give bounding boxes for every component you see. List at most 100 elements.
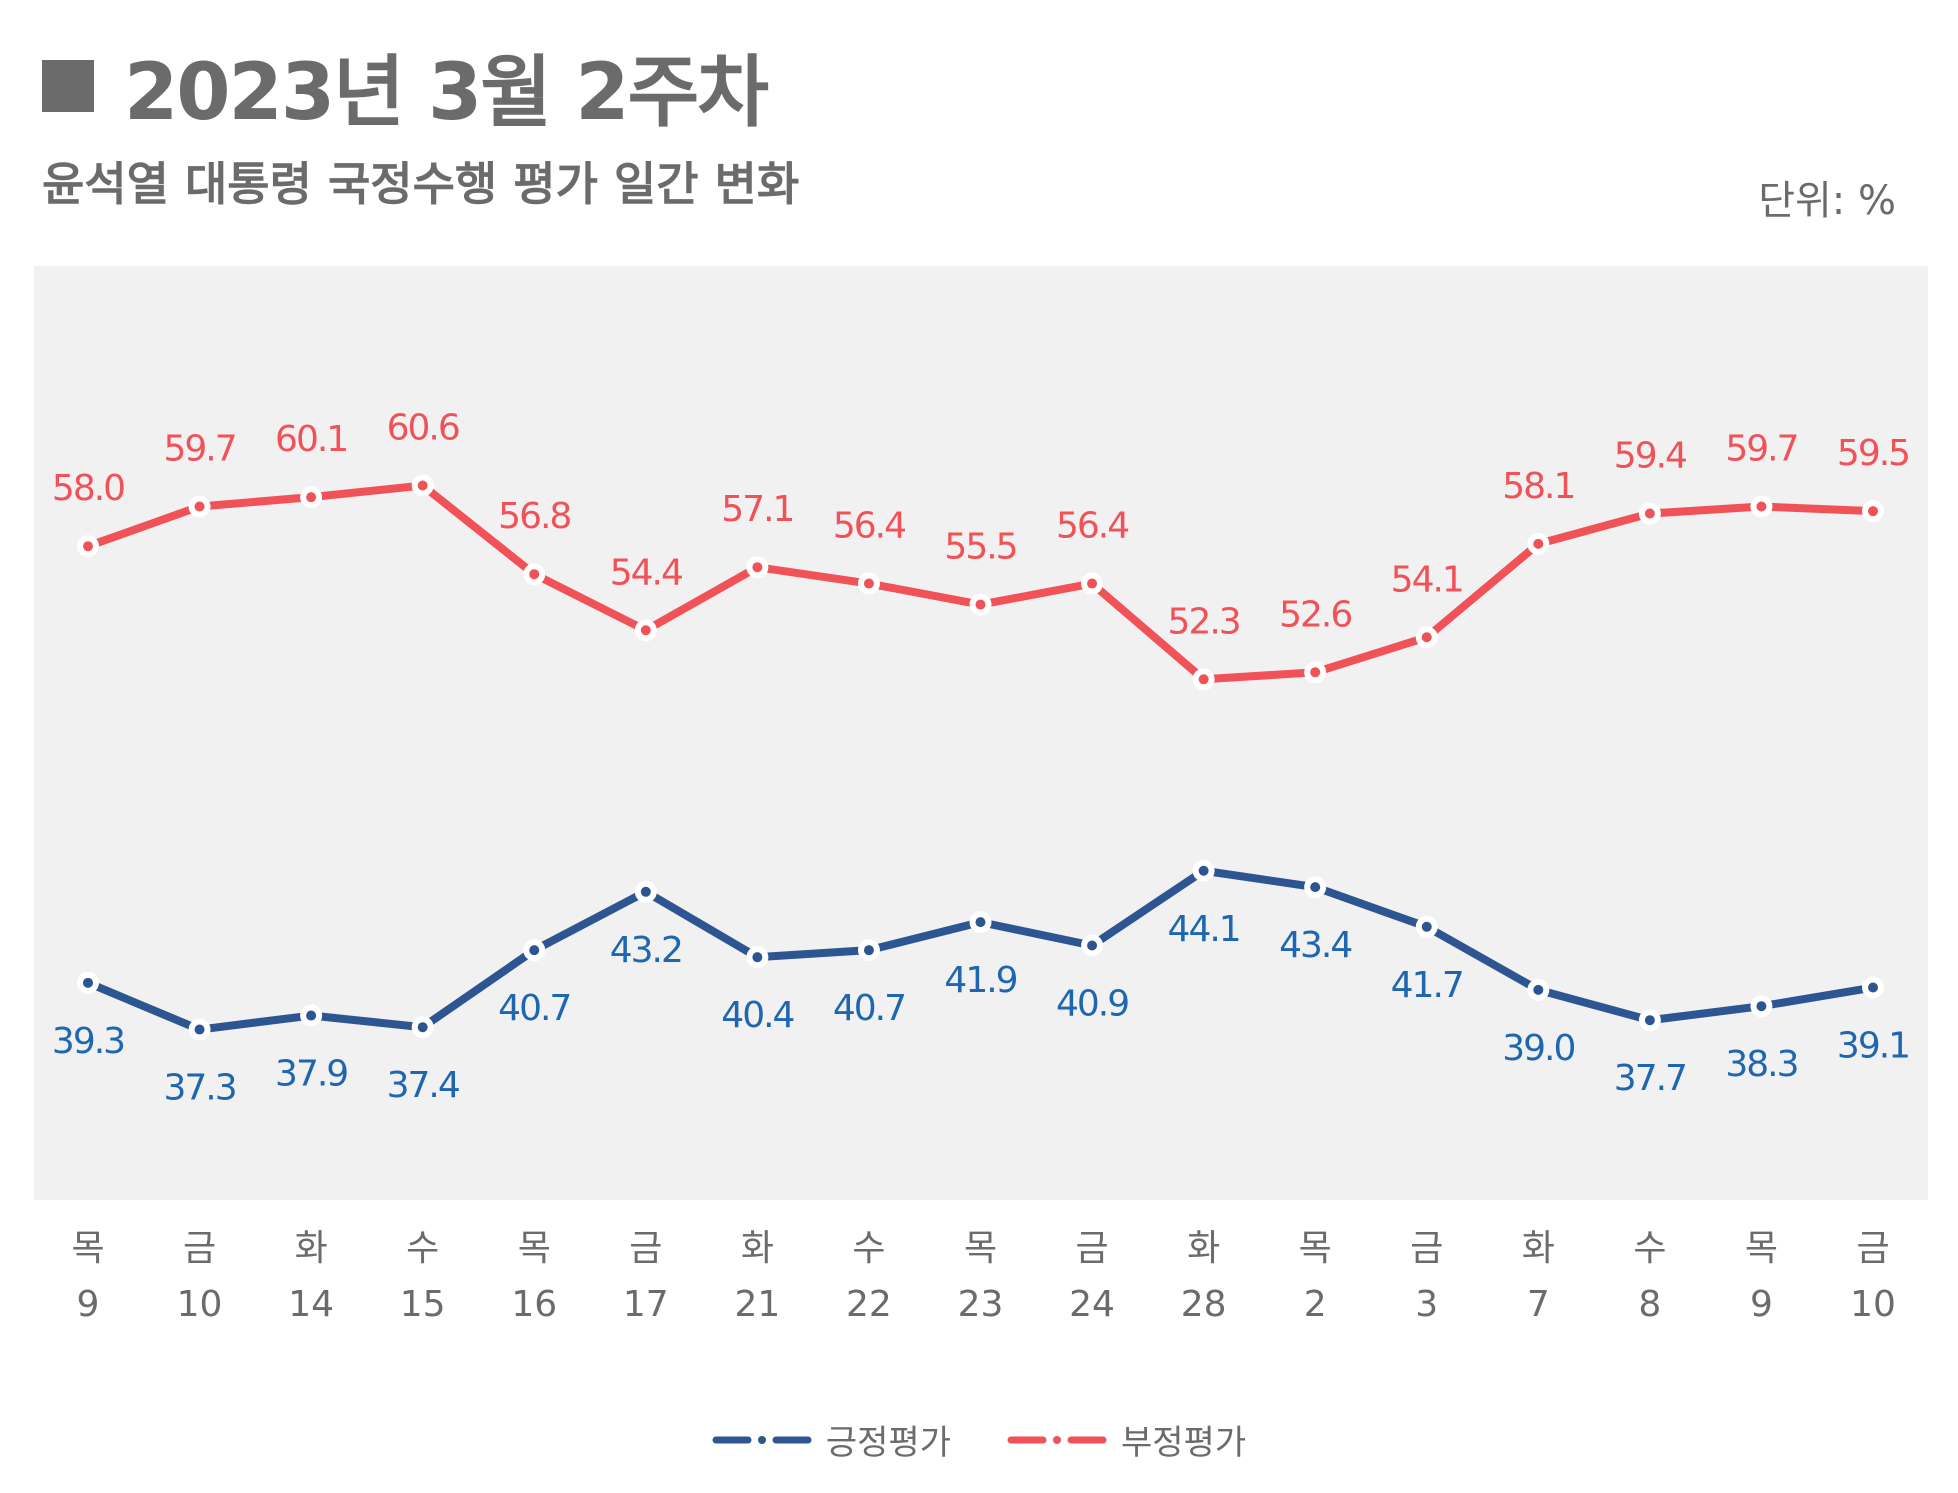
data-label: 58.0 bbox=[52, 468, 124, 509]
data-point bbox=[1087, 940, 1098, 951]
legend-positive-label: 긍정평가 bbox=[825, 1423, 951, 1463]
data-label: 40.7 bbox=[498, 988, 570, 1029]
data-label: 44.1 bbox=[1168, 909, 1240, 950]
data-label: 56.4 bbox=[833, 506, 905, 547]
data-label: 52.6 bbox=[1279, 594, 1351, 635]
data-point bbox=[1868, 982, 1878, 993]
data-label: 40.7 bbox=[833, 988, 905, 1029]
data-point bbox=[194, 1024, 205, 1035]
x-tick-date: 24 bbox=[1069, 1284, 1115, 1325]
legend-positive-swatch-icon bbox=[712, 1435, 812, 1444]
data-label: 60.6 bbox=[387, 407, 459, 448]
x-tick-day: 목 bbox=[1745, 1228, 1778, 1269]
x-tick-date: 9 bbox=[1750, 1284, 1773, 1325]
data-point bbox=[863, 578, 874, 589]
data-point bbox=[83, 541, 93, 552]
x-tick-date: 3 bbox=[1415, 1284, 1438, 1325]
data-point bbox=[863, 945, 874, 956]
x-tick-day: 금 bbox=[1856, 1228, 1889, 1269]
data-point bbox=[417, 480, 428, 491]
x-tick-date: 21 bbox=[734, 1284, 780, 1325]
data-point bbox=[1756, 501, 1767, 512]
x-tick-date: 9 bbox=[77, 1284, 100, 1325]
data-label: 54.1 bbox=[1391, 559, 1463, 600]
x-tick-day: 목 bbox=[71, 1228, 104, 1269]
x-tick-date: 10 bbox=[177, 1284, 223, 1325]
unit-label: 단위: % bbox=[1758, 178, 1896, 224]
x-tick-date: 28 bbox=[1181, 1284, 1227, 1325]
data-point bbox=[1198, 865, 1209, 876]
data-point bbox=[306, 1010, 317, 1021]
data-point bbox=[529, 569, 540, 580]
x-axis: 목 9 금 10 화 14 수 15 목 16 금 17 화 21 수 22 목 23 금 24 화 28 목 2 금 3 화 7 수 8… bbox=[71, 1228, 1895, 1325]
data-label: 57.1 bbox=[721, 489, 793, 530]
data-label: 56.8 bbox=[498, 496, 570, 537]
x-tick-date: 14 bbox=[288, 1284, 334, 1325]
legend-item-positive: 긍정평가 bbox=[712, 1415, 951, 1464]
data-label: 37.9 bbox=[275, 1054, 347, 1095]
data-label: 59.7 bbox=[1725, 429, 1797, 470]
data-label: 58.1 bbox=[1502, 466, 1574, 507]
data-point bbox=[83, 977, 93, 988]
legend-negative-label: 부정평가 bbox=[1121, 1423, 1247, 1463]
data-point bbox=[1533, 984, 1544, 995]
series-positive: 39.3 37.3 37.9 37.4 40.7 43.2 40.4 40.7 41.9 40.9… bbox=[52, 859, 1911, 1109]
data-label: 38.3 bbox=[1725, 1044, 1797, 1085]
x-tick-date: 16 bbox=[511, 1284, 557, 1325]
x-tick-day: 수 bbox=[1633, 1228, 1666, 1269]
data-label: 41.9 bbox=[944, 960, 1016, 1001]
x-tick-day: 금 bbox=[1076, 1228, 1109, 1269]
data-label: 37.7 bbox=[1614, 1058, 1686, 1099]
data-label: 59.5 bbox=[1837, 433, 1909, 474]
data-point bbox=[1533, 538, 1544, 549]
x-tick-date: 17 bbox=[623, 1284, 669, 1325]
data-label: 37.3 bbox=[163, 1068, 235, 1109]
x-tick-date: 15 bbox=[400, 1284, 446, 1325]
data-label: 59.7 bbox=[163, 429, 235, 470]
title-block: 2023년 3월 2주차 bbox=[42, 30, 769, 142]
data-label: 39.3 bbox=[52, 1021, 124, 1062]
x-tick-date: 22 bbox=[846, 1284, 892, 1325]
x-tick-day: 금 bbox=[629, 1228, 662, 1269]
legend-negative-swatch-icon bbox=[1007, 1435, 1107, 1444]
legend: 긍정평가 부정평가 bbox=[0, 1415, 1958, 1464]
data-point bbox=[1756, 1001, 1767, 1012]
data-label: 40.4 bbox=[721, 995, 793, 1036]
x-tick-date: 23 bbox=[958, 1284, 1004, 1325]
x-tick-day: 목 bbox=[964, 1228, 997, 1269]
data-label: 56.4 bbox=[1056, 506, 1128, 547]
data-label: 55.5 bbox=[944, 527, 1016, 568]
data-point bbox=[1644, 508, 1655, 519]
data-label: 60.1 bbox=[275, 419, 347, 460]
x-tick-date: 2 bbox=[1304, 1284, 1327, 1325]
series-layer: 39.3 37.3 37.9 37.4 40.7 43.2 40.4 40.7 41.9 40.9… bbox=[52, 407, 1911, 1109]
data-point bbox=[1310, 882, 1321, 893]
data-point bbox=[1644, 1015, 1655, 1026]
legend-item-negative: 부정평가 bbox=[1007, 1415, 1246, 1464]
data-label: 40.9 bbox=[1056, 983, 1128, 1024]
title-square-icon bbox=[42, 60, 94, 112]
data-point bbox=[1421, 921, 1432, 932]
series-negative: 58.0 59.7 60.1 60.6 56.8 54.4 57.1 56.4 55.5 56.4… bbox=[52, 407, 1911, 691]
data-label: 43.2 bbox=[610, 930, 682, 971]
x-tick-day: 화 bbox=[295, 1228, 328, 1269]
data-point bbox=[306, 492, 317, 503]
x-tick-day: 화 bbox=[1187, 1228, 1220, 1269]
data-point bbox=[194, 501, 205, 512]
chart-subtitle: 윤석열 대통령 국정수행 평가 일간 변화 bbox=[42, 157, 800, 211]
x-tick-day: 수 bbox=[852, 1228, 885, 1269]
data-label: 43.4 bbox=[1279, 925, 1351, 966]
x-tick-date: 8 bbox=[1638, 1284, 1661, 1325]
x-tick-day: 수 bbox=[406, 1228, 439, 1269]
data-point bbox=[1421, 632, 1432, 643]
data-label: 59.4 bbox=[1614, 436, 1686, 477]
data-point bbox=[752, 952, 763, 963]
data-label: 41.7 bbox=[1391, 965, 1463, 1006]
data-point bbox=[1198, 674, 1209, 685]
data-point bbox=[1310, 667, 1321, 678]
data-point bbox=[417, 1022, 428, 1033]
data-point bbox=[1087, 578, 1098, 589]
x-tick-day: 금 bbox=[1410, 1228, 1443, 1269]
data-point bbox=[752, 562, 763, 573]
line-chart: 39.3 37.3 37.9 37.4 40.7 43.2 40.4 40.7 41.9 40.9… bbox=[34, 266, 1928, 1325]
